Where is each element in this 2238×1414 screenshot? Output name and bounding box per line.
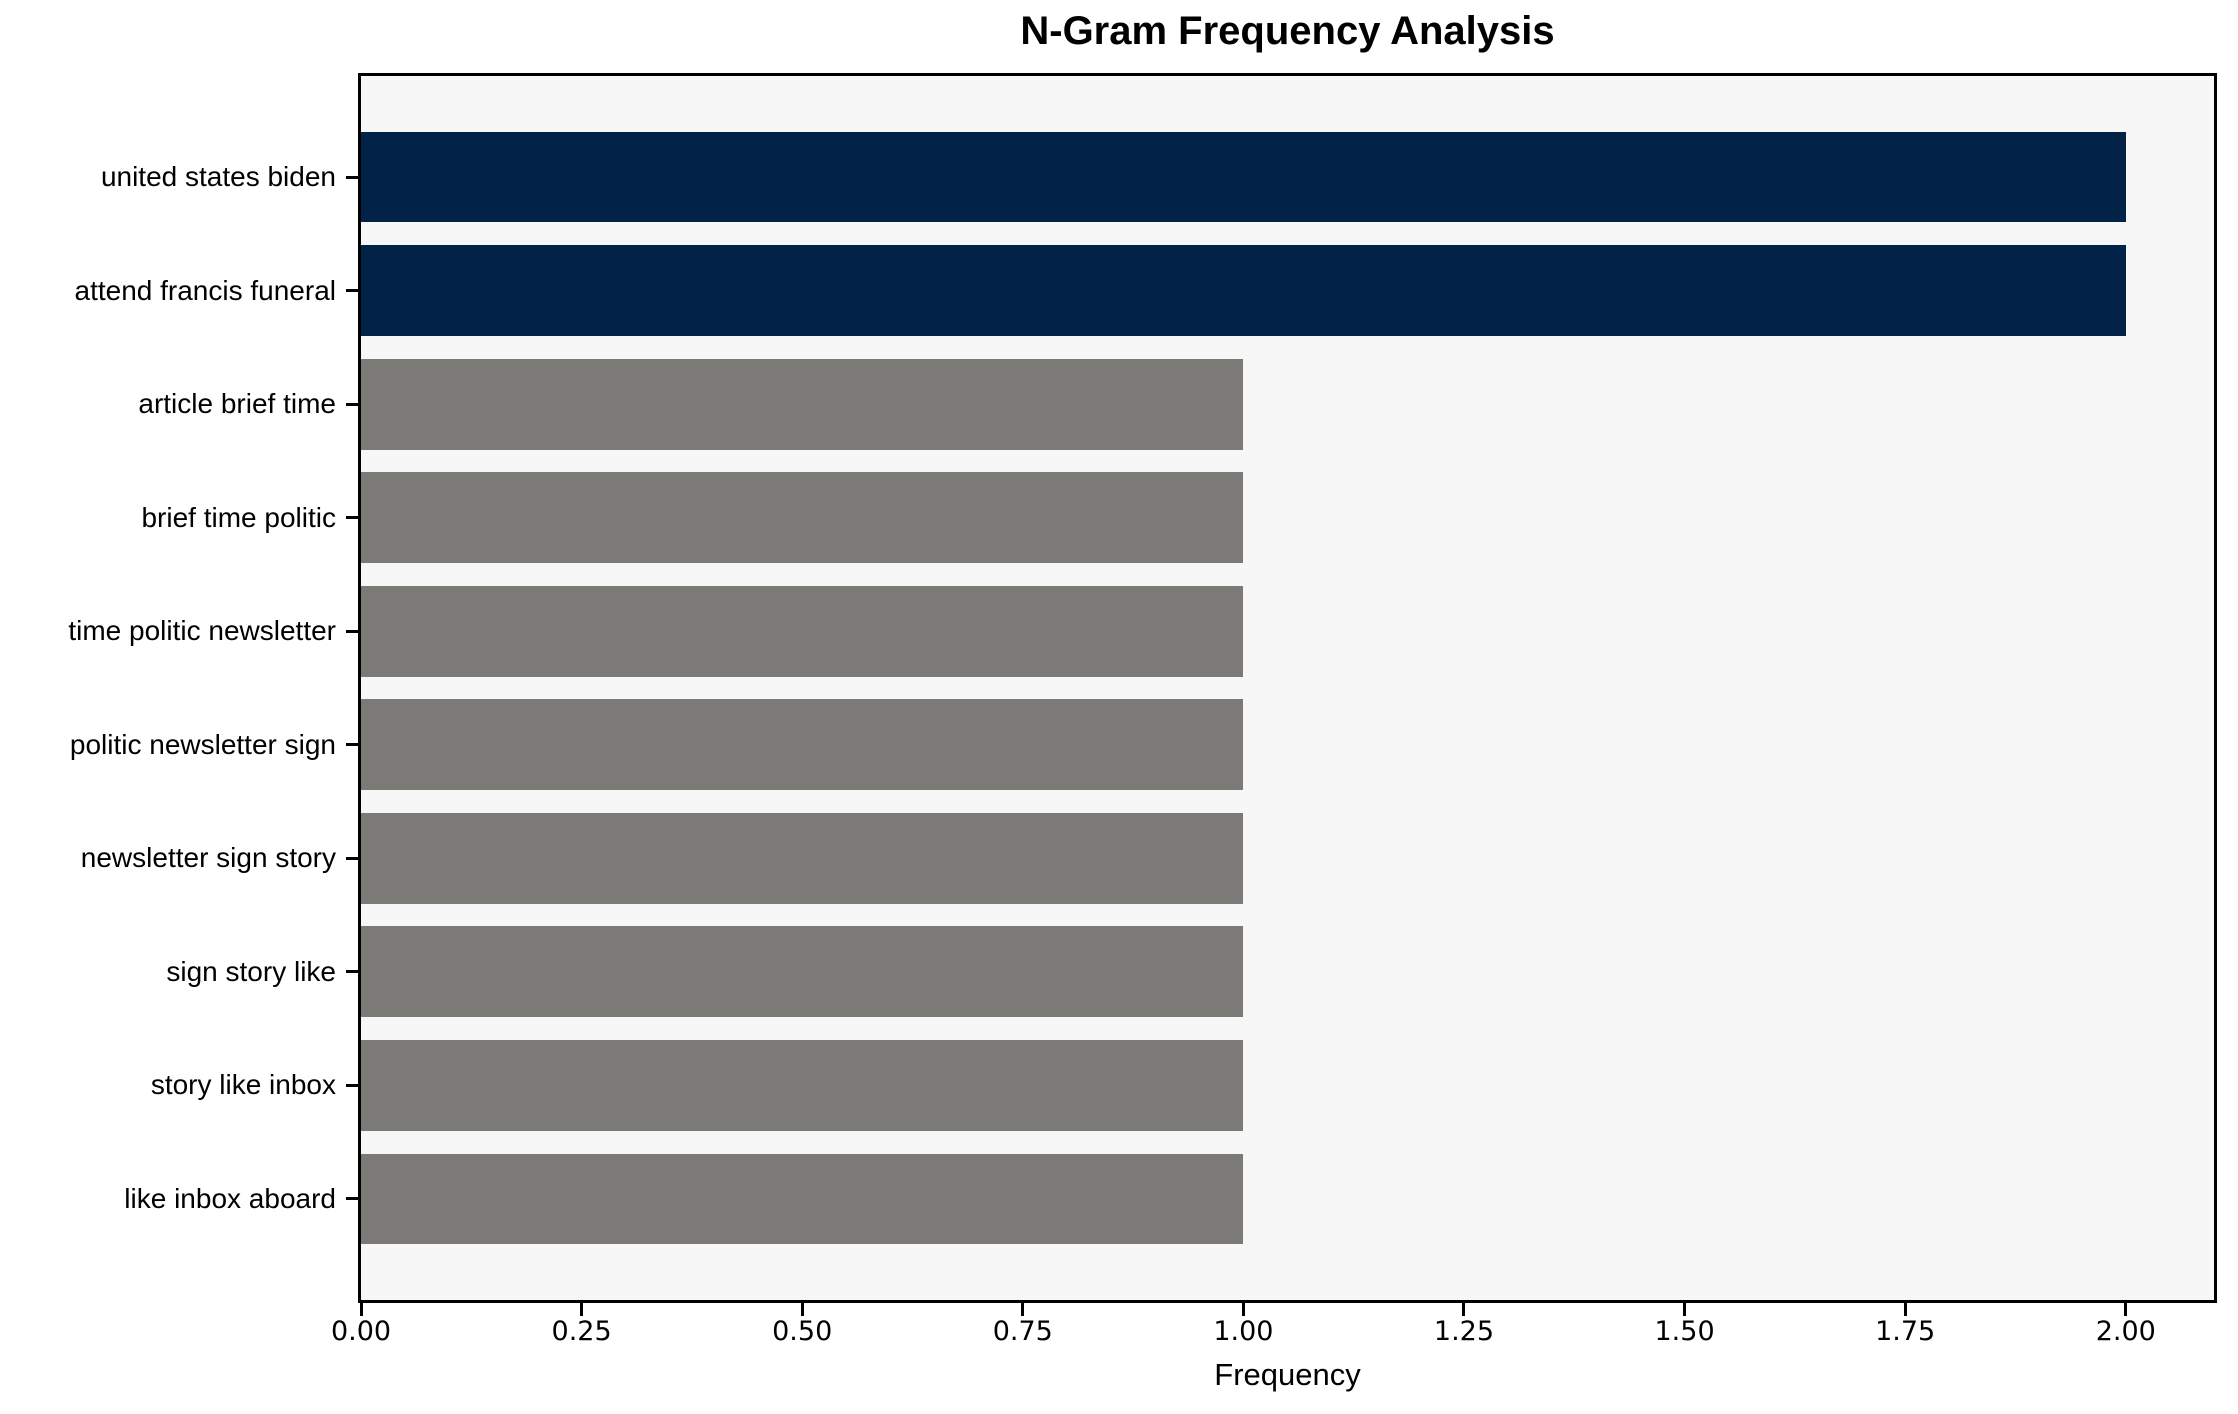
y-tick-label: like inbox aboard (124, 1182, 336, 1214)
x-axis-label: Frequency (1214, 1357, 1361, 1392)
x-tick-label: 2.00 (2095, 1316, 2156, 1347)
x-tick-label: 1.00 (1213, 1316, 1274, 1347)
y-tick-mark (346, 743, 358, 747)
x-tick-mark (2124, 1303, 2128, 1316)
y-tick-mark (346, 402, 358, 406)
x-tick-label: 1.75 (1875, 1316, 1936, 1347)
bar (361, 812, 1244, 904)
y-tick-label: brief time politic (141, 501, 336, 533)
bar (361, 358, 1244, 450)
x-tick-mark (1903, 1303, 1907, 1316)
y-tick-label: united states biden (100, 161, 336, 193)
plot-area (358, 73, 2217, 1303)
bar (361, 926, 1244, 1018)
y-tick-label: sign story like (166, 955, 336, 987)
bar (361, 1039, 1244, 1131)
x-tick-label: 1.25 (1433, 1316, 1495, 1347)
chart-title: N-Gram Frequency Analysis (1020, 9, 1555, 53)
x-tick-mark (800, 1303, 804, 1316)
bar (361, 472, 1244, 564)
y-tick-label: time politic newsletter (68, 615, 336, 647)
x-tick-label: 0.25 (551, 1316, 612, 1347)
bar (361, 245, 2126, 336)
y-tick-mark (346, 175, 358, 179)
y-tick-label: article brief time (138, 388, 336, 420)
y-tick-mark (346, 516, 358, 520)
x-tick-label: 0.50 (772, 1316, 833, 1347)
y-axis: united states biden attend francis funera… (0, 76, 336, 1300)
bar (361, 131, 2126, 223)
x-tick-label: 0.75 (992, 1316, 1053, 1347)
y-tick-mark (346, 1197, 358, 1201)
y-tick-label: story like inbox (150, 1069, 336, 1101)
y-tick-mark (346, 289, 358, 293)
x-tick-label: 1.50 (1654, 1316, 1715, 1347)
x-tick-mark (359, 1303, 363, 1316)
bar (361, 1153, 1244, 1245)
y-tick-mark (346, 629, 358, 633)
y-tick-mark (346, 1083, 358, 1087)
y-tick-mark (346, 970, 358, 974)
x-tick-label: 0.00 (330, 1316, 392, 1347)
y-tick-label: attend francis funeral (74, 274, 337, 306)
bar (361, 585, 1244, 677)
x-tick-mark (1021, 1303, 1025, 1316)
x-tick-mark (1462, 1303, 1466, 1316)
x-tick-mark (1683, 1303, 1687, 1316)
y-tick-mark (346, 856, 358, 860)
x-tick-mark (1241, 1303, 1245, 1316)
y-tick-label: newsletter sign story (80, 842, 336, 874)
x-tick-mark (580, 1303, 584, 1316)
y-tick-label: politic newsletter sign (69, 728, 336, 760)
bar (361, 699, 1244, 791)
